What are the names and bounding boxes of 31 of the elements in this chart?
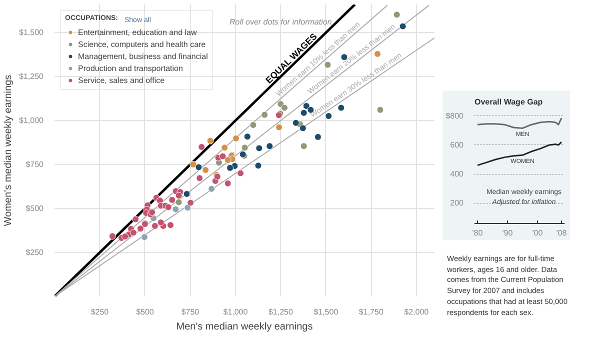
- annotation: Roll over dots for information: [230, 18, 332, 26]
- y-tick-label: 200: [450, 198, 464, 208]
- x-tick-label: $500: [136, 308, 154, 316]
- y-tick-label: $750: [26, 160, 44, 170]
- x-tick-label: '80: [472, 228, 484, 238]
- x-axis-title: Men's median weekly earnings: [176, 322, 313, 332]
- y-axis-title: Women's median weekly earnings: [3, 74, 14, 226]
- x-tick-label: $250: [90, 308, 110, 316]
- legend-label: Science, computers and health care: [78, 39, 206, 49]
- y-tick-label: $250: [26, 248, 44, 258]
- y-tick-label: 400: [450, 170, 464, 179]
- x-tick-label: '08: [556, 228, 568, 238]
- legend-label: Management, business and financial: [78, 51, 208, 61]
- legend-label: Entertainment, education and law: [78, 27, 197, 37]
- y-tick-label: 600: [450, 140, 464, 150]
- y-tick-label: $800: [446, 111, 464, 120]
- x-tick-label: '00: [532, 228, 544, 238]
- chart-title: Overall Wage Gap: [474, 98, 543, 106]
- x-tick-label: $1,000: [223, 308, 248, 316]
- y-tick-label: $1,500: [19, 28, 44, 38]
- legend-label: Production and transportation: [78, 63, 183, 73]
- x-tick-label: $2,000: [404, 308, 430, 316]
- y-tick-label: $500: [26, 204, 44, 214]
- legend-label: Service, sales and office: [78, 75, 165, 85]
- x-tick-label: '90: [502, 228, 514, 238]
- y-tick-label: $1,250: [19, 72, 44, 82]
- x-tick-label: $1,250: [268, 308, 294, 316]
- x-tick-label: $1,750: [358, 308, 384, 316]
- x-tick-label: $1,500: [314, 308, 339, 316]
- x-tick-label: $750: [181, 308, 200, 316]
- y-tick-label: $1,000: [19, 116, 44, 126]
